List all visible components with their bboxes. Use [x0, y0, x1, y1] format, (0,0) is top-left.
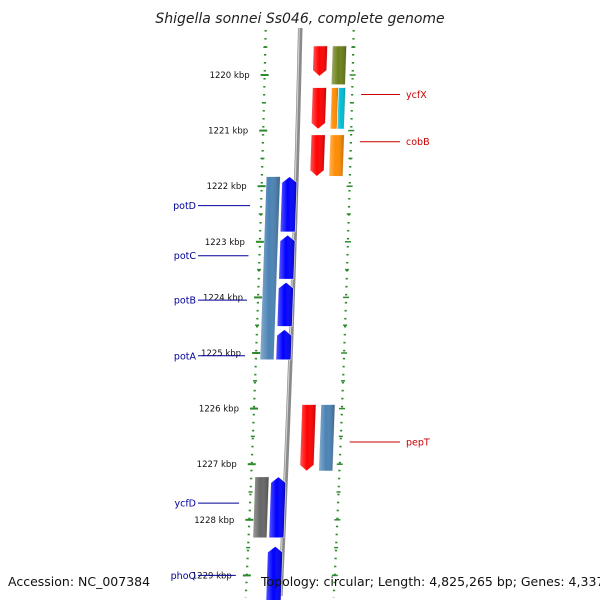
map-title: Shigella sonnei Ss046, complete genome	[155, 11, 444, 27]
axis-tick-label: 1221 kbp	[208, 127, 248, 137]
gene-feature-shading	[268, 476, 286, 538]
axis-tick-label: 1224 kbp	[203, 293, 243, 303]
gene-label-potB: potB	[174, 296, 196, 307]
gene-feature-shading	[331, 45, 347, 85]
gene-label-potA: potA	[174, 351, 197, 362]
gene-label-potC: potC	[174, 251, 197, 262]
gene-label-cobB: cobB	[406, 137, 430, 148]
gene-feature-shading	[275, 329, 292, 360]
gene-feature-shading	[252, 476, 269, 538]
gene-feature-shading	[299, 404, 316, 472]
axis-tick-label: 1220 kbp	[210, 71, 250, 81]
axis-tick-label: 1228 kbp	[194, 516, 234, 526]
gene-label-potD: potD	[173, 201, 196, 212]
feature-layer	[252, 45, 347, 600]
gene-feature-shading	[337, 87, 346, 130]
gene-label-ycfD: ycfD	[174, 499, 196, 510]
axis-tick-label: 1222 kbp	[207, 182, 247, 192]
axis-tick-label: 1225 kbp	[201, 349, 241, 359]
axis-tick-label: 1226 kbp	[199, 405, 239, 415]
axis-tick-label: 1227 kbp	[197, 460, 237, 470]
gene-label-pepT: pepT	[406, 437, 430, 448]
gene-label-ycfX: ycfX	[406, 90, 427, 101]
gene-feature-shading	[278, 234, 295, 280]
topology-text: Topology: circular; Length: 4,825,265 bp…	[261, 574, 600, 589]
gene-feature-shading	[328, 134, 345, 177]
gene-feature-shading	[310, 134, 326, 177]
axis-tick-label: 1229 kbp	[192, 571, 232, 581]
gene-feature-shading	[277, 282, 294, 327]
gene-feature-shading	[312, 45, 328, 77]
gene-feature-shading	[318, 404, 335, 472]
gene-feature-shading	[280, 176, 297, 232]
tick-layer: 1220 kbp 1221 kbp 1222 kbp 1223 kbp 1224 kbp…	[192, 29, 356, 599]
axis-tick-label: 1223 kbp	[205, 238, 245, 248]
gene-feature-shading	[259, 176, 281, 360]
gene-label-phoQ: phoQ	[171, 571, 196, 582]
accession-text: Accession: NC_007384	[8, 574, 151, 589]
gene-feature-shading	[265, 546, 283, 600]
gene-feature-shading	[311, 87, 327, 130]
label-layer: ycfX cobB potD potC potB potA pepT ycfD phoQ	[171, 90, 430, 582]
gene-feature-shading	[330, 87, 339, 130]
